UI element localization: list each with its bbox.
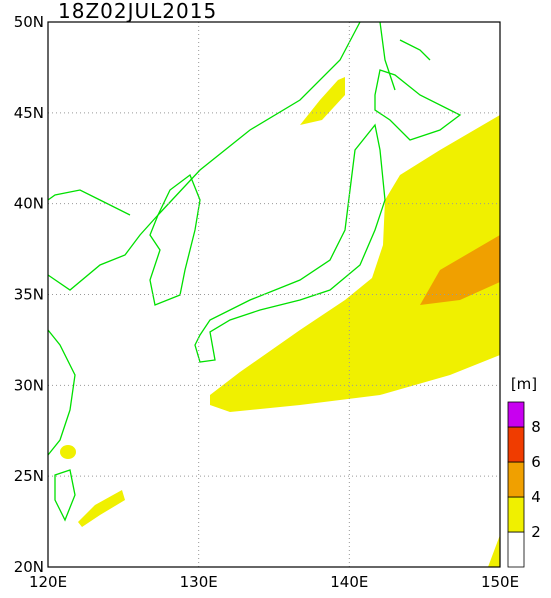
x-tick-label: 120E — [29, 573, 67, 591]
y-tick-label: 20N — [14, 558, 44, 576]
y-tick-label: 50N — [14, 13, 44, 31]
colorbar-box — [507, 461, 525, 498]
y-tick-label: 35N — [14, 286, 44, 304]
colorbar-box — [507, 401, 525, 428]
x-tick-label: 140E — [330, 573, 368, 591]
colorbar-label: 8 — [531, 418, 541, 436]
coastlines — [47, 21, 462, 522]
y-tick-label: 45N — [14, 104, 44, 122]
map-frame — [47, 21, 501, 568]
colorbar-label: 2 — [531, 523, 541, 541]
y-tick-label: 25N — [14, 467, 44, 485]
colorbar-box — [507, 496, 525, 533]
colorbar-unit: [m] — [511, 375, 537, 393]
y-tick-label: 40N — [14, 195, 44, 213]
wave-areas — [60, 77, 500, 567]
axes: 120E 130E 140E 150E 20N 25N 30N 35N 40N 45N 50N 2 4 6… — [14, 13, 541, 591]
x-tick-label: 130E — [180, 573, 218, 591]
title: 18Z02JUL2015 — [58, 0, 217, 23]
colorbar-label: 6 — [531, 453, 541, 471]
y-tick-label: 30N — [14, 376, 44, 394]
colorbar-box — [507, 426, 525, 463]
colorbar-box — [507, 531, 525, 568]
colorbar-label: 4 — [531, 488, 541, 506]
x-tick-label: 150E — [481, 573, 519, 591]
